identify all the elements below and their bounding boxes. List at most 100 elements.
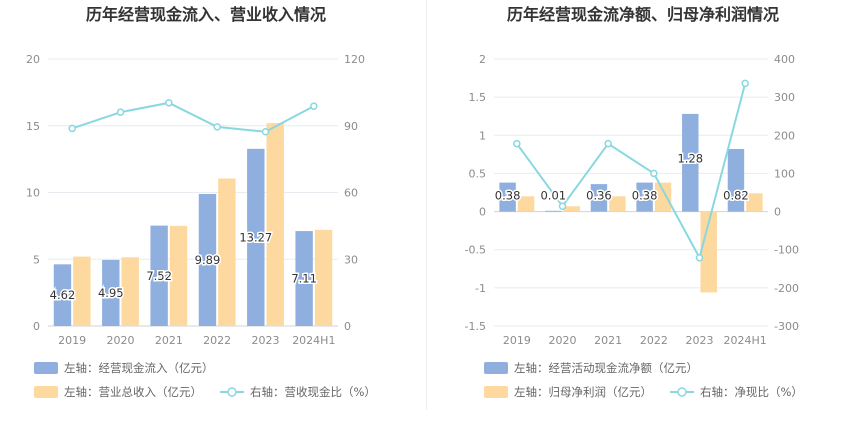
panel-divider <box>426 0 427 410</box>
left-axis-tick-label: 5 <box>33 253 40 266</box>
bar-secondary <box>73 256 91 326</box>
bar-primary <box>682 113 699 212</box>
legend-marker <box>227 387 237 397</box>
legend-swatch <box>34 386 58 398</box>
bar-primary <box>590 184 608 212</box>
chart-title: 历年经营现金流净额、归母净利润情况 <box>507 5 779 24</box>
bar-data-label: 4.62 <box>50 288 76 302</box>
right-axis-tick-label: 200 <box>774 129 795 142</box>
line-point <box>650 169 658 178</box>
series-line <box>516 83 747 261</box>
bar-data-label: 0.38 <box>632 189 658 203</box>
right-axis-tick-label: 0 <box>344 320 351 333</box>
bar-secondary <box>266 123 284 326</box>
right-axis-tick-label: 90 <box>344 120 358 133</box>
bar-secondary <box>609 196 626 212</box>
line-point <box>741 79 749 88</box>
line-point <box>310 102 318 110</box>
left-axis-tick-label: 1 <box>479 129 486 142</box>
left-axis-tick-label: -1.5 <box>465 320 486 333</box>
bar-primary <box>53 264 72 326</box>
right-axis-tick-label: 0 <box>774 206 781 219</box>
x-axis-tick-label: 2023 <box>252 334 280 347</box>
line-point <box>116 108 125 116</box>
bar-secondary <box>314 229 333 326</box>
right-axis-tick-label: 120 <box>344 53 365 66</box>
left-axis-tick-label: 0 <box>479 206 486 219</box>
bar-data-label: 0.36 <box>586 189 612 203</box>
bar-primary <box>727 149 745 212</box>
legend-label: 右轴：营收现金比（%） <box>250 385 376 399</box>
x-axis-tick-label: 2024H1 <box>724 334 767 347</box>
left-axis-tick-label: 10 <box>26 187 40 200</box>
bar-secondary <box>169 225 188 326</box>
legend-label: 左轴：营业总收入（亿元） <box>64 385 202 399</box>
left-axis-tick-label: 1.5 <box>469 91 487 104</box>
line-point <box>513 139 521 148</box>
left-axis-tick-label: 0.5 <box>469 167 487 180</box>
bar-data-label: 0.82 <box>723 189 749 203</box>
bar-primary <box>545 210 562 212</box>
line-point <box>68 124 76 133</box>
bar-secondary <box>563 206 580 212</box>
bar-primary <box>150 225 168 326</box>
bar-secondary <box>700 211 717 293</box>
bar-secondary <box>654 182 672 212</box>
bar-data-label: 7.11 <box>291 272 317 286</box>
legend-swatch <box>484 362 508 374</box>
left-axis-tick-label: 2 <box>479 53 486 66</box>
x-axis-tick-label: 2022 <box>640 334 668 347</box>
line-point <box>213 123 221 131</box>
bar-primary <box>247 148 265 326</box>
line-point <box>604 139 612 148</box>
left-axis-tick-label: -1 <box>475 282 486 295</box>
line-point <box>558 202 567 210</box>
right-axis-tick-label: 300 <box>774 91 795 104</box>
bar-data-label: 13.27 <box>239 230 272 244</box>
left-axis-tick-label: 15 <box>26 120 40 133</box>
legend-swatch <box>34 362 58 374</box>
bar-secondary <box>746 193 763 212</box>
left-axis-tick-label: 0 <box>33 320 40 333</box>
x-axis-tick-label: 2020 <box>549 334 577 347</box>
bar-primary <box>198 193 217 326</box>
bar-primary <box>636 182 653 212</box>
bar-data-label: 0.38 <box>495 189 521 203</box>
line-point <box>695 253 704 262</box>
right-axis-tick-label: 400 <box>774 53 795 66</box>
legend-label: 左轴：归母净利润（亿元） <box>514 385 652 399</box>
legend-label: 右轴：净现比（%） <box>700 385 803 399</box>
bar-secondary <box>218 178 236 326</box>
right-axis-tick-label: -100 <box>774 244 799 257</box>
bar-primary <box>102 259 120 326</box>
bar-data-label: 4.95 <box>98 286 124 300</box>
right-axis-tick-label: -200 <box>774 282 799 295</box>
left-axis-tick-label: -0.5 <box>465 244 486 257</box>
bar-secondary <box>517 196 535 212</box>
x-axis-tick-label: 2023 <box>686 334 714 347</box>
legend-label: 左轴：经营现金流入（亿元） <box>64 361 214 375</box>
x-axis-tick-label: 2020 <box>107 334 135 347</box>
legend-label: 左轴：经营活动现金流净额（亿元） <box>514 361 698 375</box>
right-axis-tick-label: -300 <box>774 320 799 333</box>
x-axis-tick-label: 2021 <box>594 334 622 347</box>
right-axis-tick-label: 100 <box>774 167 795 180</box>
line-point <box>261 128 270 136</box>
right-axis-tick-label: 30 <box>344 253 358 266</box>
bar-data-label: 7.52 <box>146 269 172 283</box>
x-axis-tick-label: 2024H1 <box>292 334 335 347</box>
bar-data-label: 1.28 <box>677 152 703 166</box>
legend-marker <box>677 387 687 397</box>
line-point <box>165 99 173 107</box>
bar-secondary <box>121 257 139 326</box>
right-axis-tick-label: 60 <box>344 187 358 200</box>
series-line <box>71 101 315 133</box>
x-axis-tick-label: 2019 <box>58 334 86 347</box>
legend-swatch <box>484 386 508 398</box>
bar-data-label: 9.89 <box>195 253 221 267</box>
x-axis-tick-label: 2022 <box>203 334 231 347</box>
x-axis-tick-label: 2019 <box>503 334 531 347</box>
bar-primary <box>295 231 313 326</box>
